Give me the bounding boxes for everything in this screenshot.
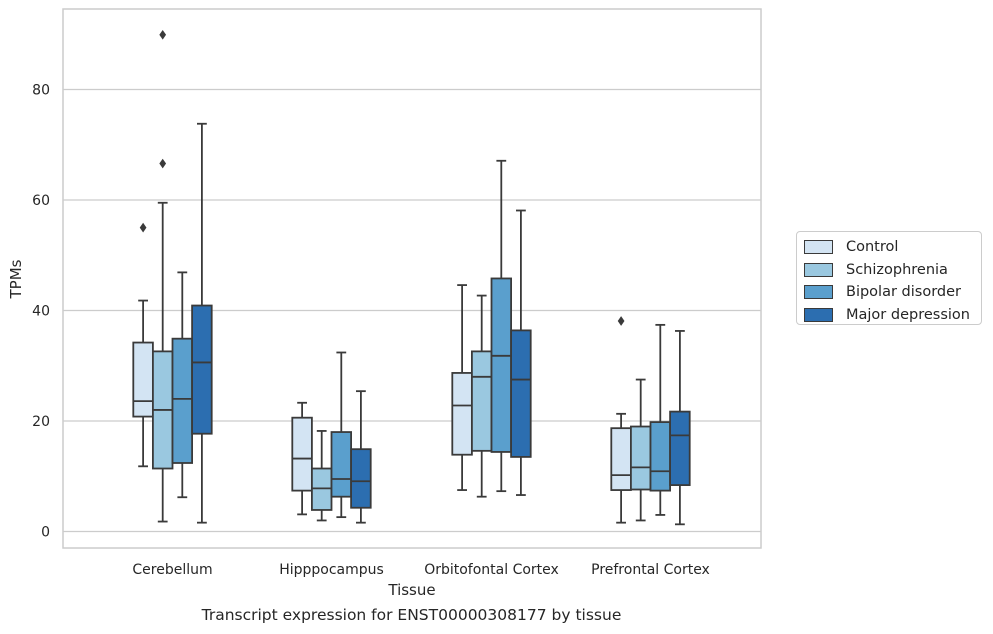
box-major-depression-cerebellum bbox=[191, 122, 213, 524]
outlier-point bbox=[617, 316, 625, 326]
box-control-orbitofontal-cortex bbox=[451, 284, 473, 491]
box-schizophrenia-cerebellum bbox=[151, 29, 174, 523]
box-major-depression-hipppocampus bbox=[350, 390, 372, 524]
outlier-point bbox=[139, 222, 147, 233]
box-iqr bbox=[330, 431, 353, 498]
legend-label: Control bbox=[846, 239, 899, 256]
x-tick-label: Prefrontal Cortex bbox=[591, 562, 710, 578]
x-tick-label: Orbitofontal Cortex bbox=[424, 562, 559, 578]
legend-item: Control bbox=[804, 236, 981, 259]
box-iqr bbox=[649, 421, 672, 492]
legend: Control Schizophrenia Bipolar disorder Majo… bbox=[796, 231, 982, 325]
x-tick-label: Hipppocampus bbox=[279, 562, 384, 578]
outlier-point bbox=[159, 29, 167, 40]
legend-swatch bbox=[804, 262, 833, 277]
legend-item: Bipolar disorder bbox=[804, 281, 981, 304]
box-control-cerebellum bbox=[132, 222, 154, 468]
box-iqr bbox=[669, 410, 691, 486]
box-iqr bbox=[191, 304, 213, 435]
box-control-hipppocampus bbox=[291, 401, 313, 516]
legend-label: Bipolar disorder bbox=[846, 284, 961, 301]
box-major-depression-orbitofontal-cortex bbox=[510, 209, 532, 496]
box-iqr bbox=[350, 448, 372, 509]
legend-swatch bbox=[804, 285, 833, 300]
chart-caption: Transcript expression for ENST0000030817… bbox=[201, 606, 622, 624]
legend-label: Schizophrenia bbox=[846, 261, 948, 278]
box-control-prefrontal-cortex bbox=[610, 316, 632, 524]
legend-item: Schizophrenia bbox=[804, 259, 981, 282]
box-bipolar-disorder-hipppocampus bbox=[330, 351, 353, 519]
box-schizophrenia-prefrontal-cortex bbox=[630, 378, 652, 522]
box-iqr bbox=[630, 425, 652, 491]
y-axis-label: TPMs bbox=[7, 259, 25, 299]
legend-swatch bbox=[804, 307, 833, 322]
box-bipolar-disorder-cerebellum bbox=[171, 271, 194, 499]
legend-swatch bbox=[804, 240, 833, 255]
legend-label: Major depression bbox=[846, 306, 970, 323]
box-bipolar-disorder-orbitofontal-cortex bbox=[490, 159, 513, 493]
y-tick-label: 80 bbox=[32, 83, 50, 99]
box-iqr bbox=[132, 341, 154, 418]
box-iqr bbox=[610, 427, 632, 491]
outlier-point bbox=[159, 158, 167, 169]
legend-item: Major depression bbox=[804, 304, 981, 327]
x-axis-label: Tissue bbox=[387, 581, 435, 599]
boxes-layer bbox=[132, 29, 691, 526]
y-tick-label: 0 bbox=[41, 525, 50, 541]
box-schizophrenia-orbitofontal-cortex bbox=[470, 294, 493, 498]
box-iqr bbox=[470, 350, 493, 452]
box-iqr bbox=[451, 372, 473, 456]
y-tick-label: 20 bbox=[32, 414, 50, 430]
box-iqr bbox=[291, 416, 313, 492]
box-schizophrenia-hipppocampus bbox=[310, 430, 333, 522]
box-iqr bbox=[171, 337, 194, 464]
plot-area-frame bbox=[62, 8, 762, 549]
y-tick-labels: 0 20 40 60 80 bbox=[32, 83, 50, 541]
box-major-depression-prefrontal-cortex bbox=[669, 330, 691, 526]
y-tick-label: 40 bbox=[32, 304, 50, 320]
x-tick-labels: Cerebellum Hipppocampus Orbitofontal Corte… bbox=[132, 562, 709, 578]
y-tick-label: 60 bbox=[32, 193, 50, 209]
x-tick-label: Cerebellum bbox=[132, 562, 212, 578]
box-iqr bbox=[490, 277, 513, 453]
box-iqr bbox=[510, 329, 532, 458]
box-bipolar-disorder-prefrontal-cortex bbox=[649, 323, 672, 516]
